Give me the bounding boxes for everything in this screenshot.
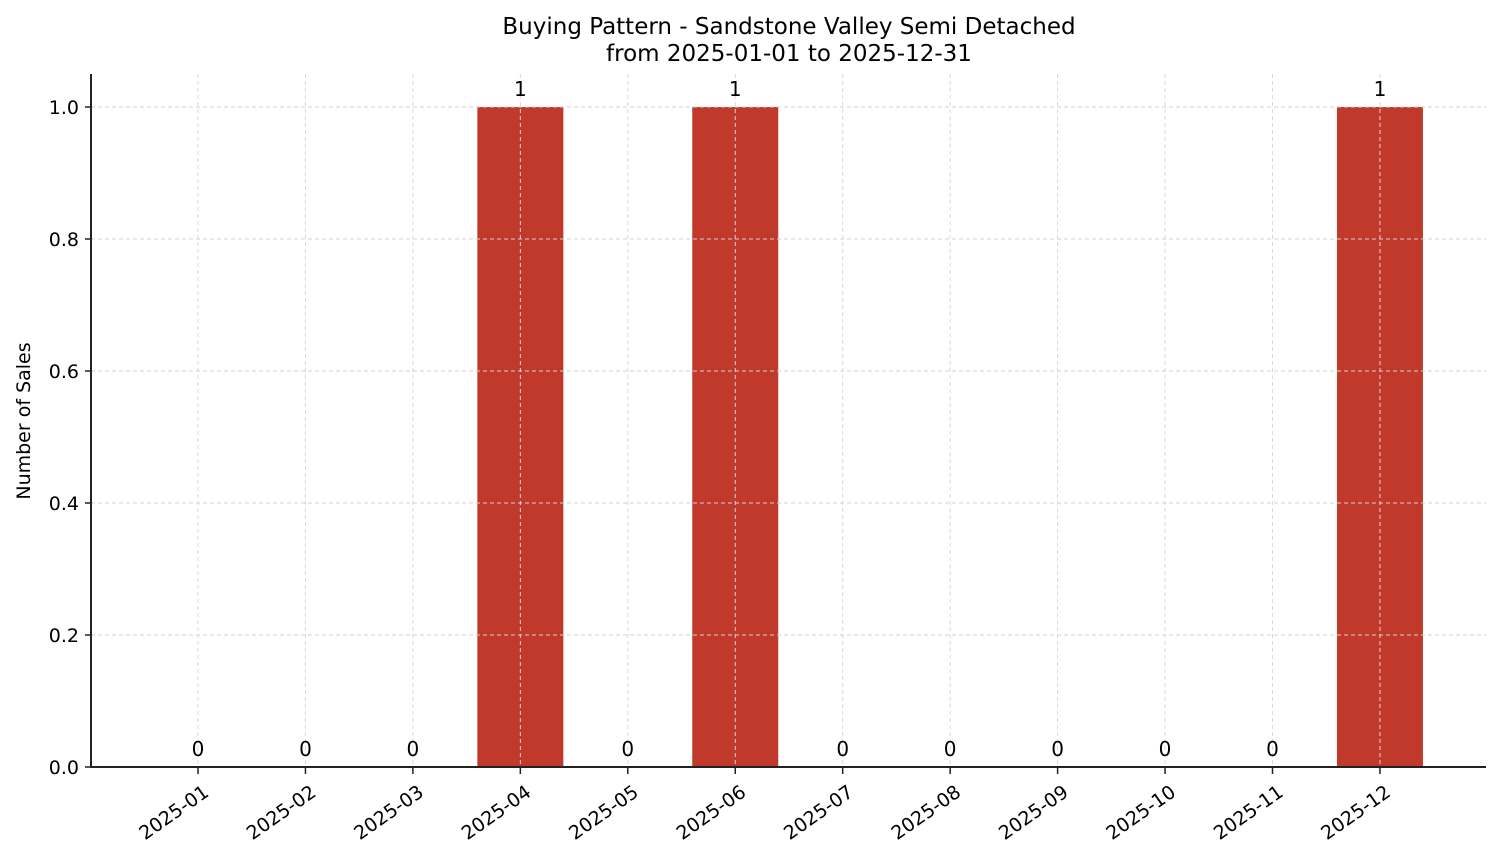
y-tick-label: 1.0 (49, 97, 79, 119)
bar-value-label: 0 (299, 737, 312, 761)
y-tick-label: 0.2 (49, 625, 79, 647)
x-tick-label: 2025-07 (780, 781, 858, 845)
x-tick-label: 2025-02 (243, 781, 321, 845)
bar-value-label: 0 (407, 737, 420, 761)
x-tick-label: 2025-09 (995, 781, 1073, 845)
bar-value-label: 1 (729, 77, 742, 101)
bar (1336, 107, 1423, 767)
x-tick-label: 2025-06 (672, 781, 750, 845)
x-tick-label: 2025-11 (1210, 781, 1288, 845)
bar-value-label: 1 (514, 77, 527, 101)
y-axis-label: Number of Sales (13, 342, 35, 499)
y-tick-label: 0.6 (49, 361, 79, 383)
chart-title: Buying Pattern - Sandstone Valley Semi D… (502, 14, 1075, 40)
bar-value-label: 0 (1051, 737, 1064, 761)
y-tick-label: 0.4 (49, 493, 79, 515)
bar-value-label: 0 (836, 737, 849, 761)
bar-value-label: 0 (1159, 737, 1172, 761)
gridlines (91, 74, 1486, 767)
bar (477, 107, 564, 767)
bar-value-label: 0 (192, 737, 205, 761)
bar-value-label: 0 (621, 737, 634, 761)
bar-value-label: 0 (944, 737, 957, 761)
x-tick-label: 2025-04 (458, 781, 536, 845)
bar (692, 107, 779, 767)
chart-subtitle: from 2025-01-01 to 2025-12-31 (606, 41, 972, 67)
x-tick-label: 2025-08 (887, 781, 965, 845)
x-tick-label: 2025-10 (1102, 781, 1180, 845)
bar-value-label: 1 (1374, 77, 1387, 101)
bar-value-label: 0 (1266, 737, 1279, 761)
x-tick-label: 2025-12 (1317, 781, 1395, 845)
x-tick-label: 2025-03 (350, 781, 428, 845)
x-tick-label: 2025-01 (135, 781, 213, 845)
data-labels: 0 0 0 1 0 1 0 0 0 0 0 1 (192, 77, 1387, 761)
y-tick-label: 0.0 (49, 757, 79, 779)
x-tick-label: 2025-05 (565, 781, 643, 845)
bars (477, 107, 1423, 767)
y-tick-label: 0.8 (49, 229, 79, 251)
